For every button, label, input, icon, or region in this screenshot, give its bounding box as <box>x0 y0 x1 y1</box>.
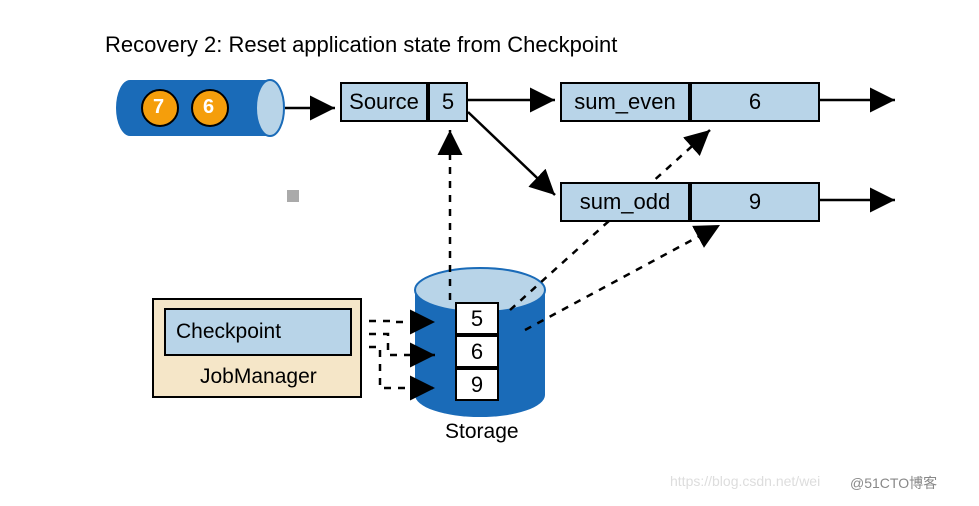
storage-label: Storage <box>445 420 519 444</box>
diagram-title: Recovery 2: Reset application state from… <box>105 32 617 58</box>
stream-value-1: 6 <box>203 96 214 119</box>
jobmanager-label: JobManager <box>200 365 317 389</box>
artifact-dot <box>287 190 299 202</box>
watermark-right: @51CTO博客 <box>850 473 937 493</box>
storage-cell-2: 9 <box>455 368 499 401</box>
watermark-left: https://blog.csdn.net/wei <box>670 473 820 489</box>
sum-odd-label-cell: sum_odd <box>560 182 690 222</box>
stream-value-0: 7 <box>153 96 164 119</box>
source-value-cell: 5 <box>428 82 468 122</box>
storage-cell-0: 5 <box>455 302 499 335</box>
sum-even-label-cell: sum_even <box>560 82 690 122</box>
sum-even-value-cell: 6 <box>690 82 820 122</box>
source-label-cell: Source <box>340 82 428 122</box>
sum-odd-value-cell: 9 <box>690 182 820 222</box>
storage-cell-1: 6 <box>455 335 499 368</box>
checkpoint-label: Checkpoint <box>176 320 281 344</box>
stream-cylinder <box>116 80 284 136</box>
checkpoint-box: Checkpoint <box>164 308 352 356</box>
